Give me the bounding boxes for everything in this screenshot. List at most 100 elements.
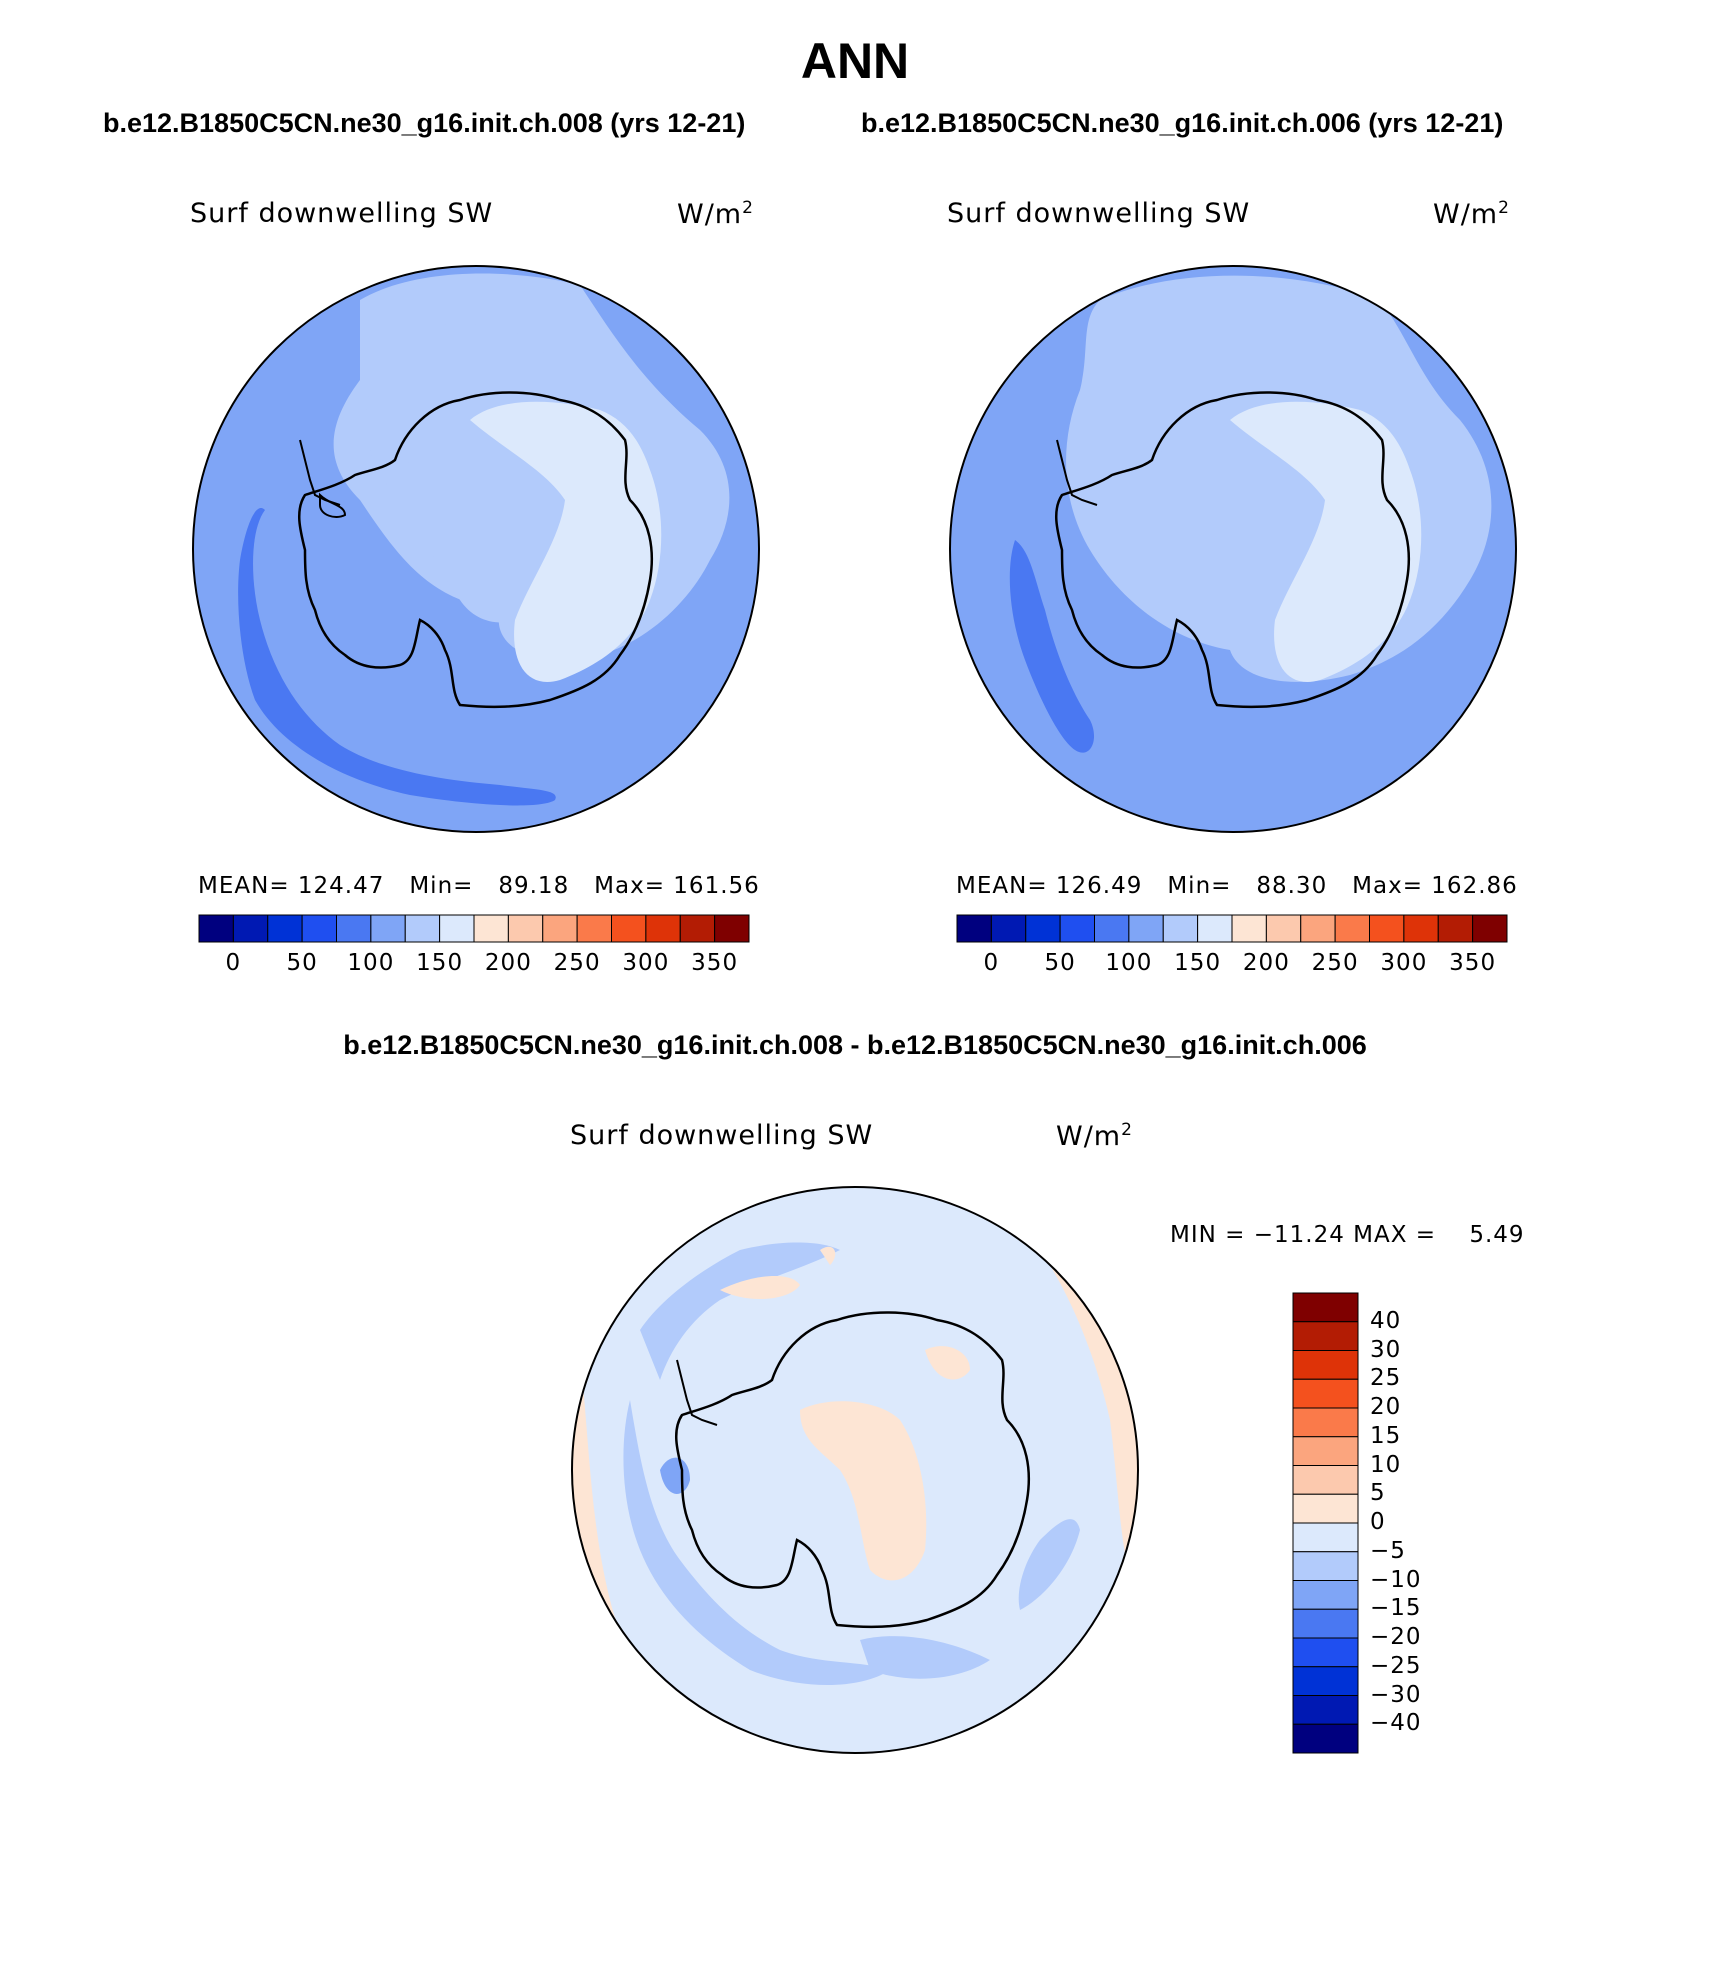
right-min-label: Min= — [1167, 873, 1232, 899]
difference-colorbar-cell — [1292, 1465, 1359, 1495]
right-max-label: Max= — [1352, 873, 1423, 899]
difference-map-border — [571, 1186, 1139, 1754]
left-colorbar-cell — [301, 914, 337, 943]
difference-colorbar-cell — [1292, 1522, 1359, 1553]
right-colorbar-label: 350 — [1449, 950, 1497, 976]
left-colorbar-cell — [267, 914, 303, 943]
difference-colorbar-label: −30 — [1370, 1681, 1422, 1708]
left-colorbar-label: 250 — [553, 950, 601, 976]
difference-colorbar-cell — [1292, 1321, 1359, 1351]
difference-colorbar-cell — [1292, 1407, 1359, 1438]
right-colorbar-cell — [1231, 914, 1267, 943]
left-colorbar-label: 50 — [286, 950, 318, 976]
right-colorbar-label: 50 — [1044, 950, 1076, 976]
difference-map — [572, 1187, 1138, 1753]
difference-colorbar-label: −15 — [1370, 1595, 1422, 1622]
right-mean-label: MEAN= — [956, 873, 1048, 899]
right-map — [950, 266, 1516, 832]
diff-panel-units: W/m2 — [1056, 1120, 1133, 1152]
right-colorbar-label: 200 — [1242, 950, 1290, 976]
difference-colorbar-cell — [1292, 1493, 1359, 1524]
left-colorbar-cell — [542, 914, 578, 943]
left-mean-label: MEAN= — [198, 873, 290, 899]
difference-colorbar — [1292, 1292, 1359, 1754]
right-colorbar-cell — [1265, 914, 1302, 943]
difference-colorbar-cell — [1292, 1551, 1359, 1581]
difference-colorbar-cell — [1292, 1580, 1359, 1610]
left-colorbar-cell — [611, 914, 647, 943]
right-colorbar-cell — [1472, 914, 1508, 943]
difference-colorbar-cell — [1292, 1723, 1359, 1754]
right-colorbar-cell — [1197, 914, 1233, 943]
left-colorbar — [198, 914, 750, 943]
left-colorbar-label: 350 — [691, 950, 739, 976]
left-colorbar-label: 150 — [416, 950, 464, 976]
left-min-label: Min= — [409, 873, 474, 899]
right-colorbar-label: 250 — [1311, 950, 1359, 976]
difference-colorbar-cell — [1292, 1436, 1359, 1466]
left-colorbar-cell — [645, 914, 681, 943]
difference-colorbar-label: −25 — [1370, 1652, 1422, 1679]
right-max-value: 162.86 — [1431, 873, 1518, 899]
right-panel-case-title: b.e12.B1850C5CN.ne30_g16.init.ch.006 (yr… — [861, 108, 1504, 138]
left-colorbar-cell — [679, 914, 716, 943]
difference-colorbar-label: −20 — [1370, 1624, 1422, 1650]
difference-colorbar-label: 5 — [1370, 1480, 1386, 1507]
right-colorbar — [956, 914, 1508, 943]
left-max-label: Max= — [594, 873, 665, 899]
right-panel-variable-label: Surf downwelling SW — [947, 198, 1251, 229]
difference-colorbar-label: 0 — [1370, 1509, 1386, 1535]
left-mean-value: 124.47 — [297, 873, 385, 899]
difference-colorbar-label: −10 — [1370, 1566, 1422, 1593]
left-colorbar-label: 300 — [622, 950, 670, 976]
diff-panel-minmax: MIN = −11.24 MAX = 5.49 — [1170, 1222, 1525, 1248]
right-colorbar-cell — [1369, 914, 1405, 943]
left-colorbar-label: 100 — [347, 950, 395, 976]
left-panel-units: W/m2 — [677, 198, 754, 230]
right-colorbar-cell — [1025, 914, 1061, 943]
left-colorbar-cell — [336, 914, 372, 943]
left-colorbar-cell — [507, 914, 544, 943]
right-colorbar-label: 0 — [983, 950, 1000, 976]
right-colorbar-cell — [1162, 914, 1199, 943]
right-colorbar-cell — [1300, 914, 1336, 943]
left-map — [193, 266, 759, 832]
left-panel-case-title: b.e12.B1850C5CN.ne30_g16.init.ch.008 (yr… — [103, 108, 746, 138]
left-colorbar-label: 200 — [484, 950, 532, 976]
right-panel-stats: MEAN= 126.49 Min= 88.30 Max= 162.86 — [956, 873, 1518, 899]
right-colorbar-cell — [956, 914, 992, 943]
right-colorbar-cell — [1403, 914, 1439, 943]
difference-colorbar-label: 10 — [1370, 1451, 1402, 1478]
right-mean-value: 126.49 — [1055, 873, 1143, 899]
left-colorbar-label: 0 — [225, 950, 242, 976]
left-map-border — [192, 265, 760, 833]
difference-panel-title: b.e12.B1850C5CN.ne30_g16.init.ch.008 - b… — [343, 1030, 1367, 1060]
right-colorbar-label: 150 — [1174, 950, 1222, 976]
difference-colorbar-cell — [1292, 1378, 1359, 1409]
difference-colorbar-cell — [1292, 1292, 1359, 1323]
difference-colorbar-label: −5 — [1370, 1537, 1406, 1564]
left-colorbar-cell — [370, 914, 406, 943]
left-colorbar-cell — [473, 914, 509, 943]
difference-colorbar-cell — [1292, 1608, 1359, 1639]
left-panel-stats: MEAN= 124.47 Min= 89.18 Max= 161.56 — [198, 873, 760, 899]
right-min-value: 88.30 — [1256, 873, 1328, 899]
left-colorbar-cell — [439, 914, 475, 943]
difference-colorbar-label: −40 — [1370, 1710, 1422, 1737]
right-panel-units: W/m2 — [1433, 198, 1510, 230]
right-map-border — [949, 265, 1517, 833]
left-colorbar-cell — [232, 914, 269, 943]
difference-colorbar-cell — [1292, 1637, 1359, 1668]
left-min-value: 89.18 — [498, 873, 570, 899]
right-colorbar-cell — [1437, 914, 1474, 943]
difference-colorbar-label: 20 — [1370, 1394, 1402, 1420]
left-panel-variable-label: Surf downwelling SW — [190, 198, 494, 229]
left-colorbar-cell — [714, 914, 750, 943]
right-colorbar-cell — [990, 914, 1027, 943]
difference-colorbar-cell — [1292, 1695, 1359, 1725]
difference-colorbar-label: 30 — [1370, 1336, 1402, 1363]
right-colorbar-cell — [1334, 914, 1370, 943]
diff-panel-variable-label: Surf downwelling SW — [570, 1120, 874, 1151]
left-max-value: 161.56 — [673, 873, 760, 899]
page-title: ANN — [800, 33, 910, 89]
